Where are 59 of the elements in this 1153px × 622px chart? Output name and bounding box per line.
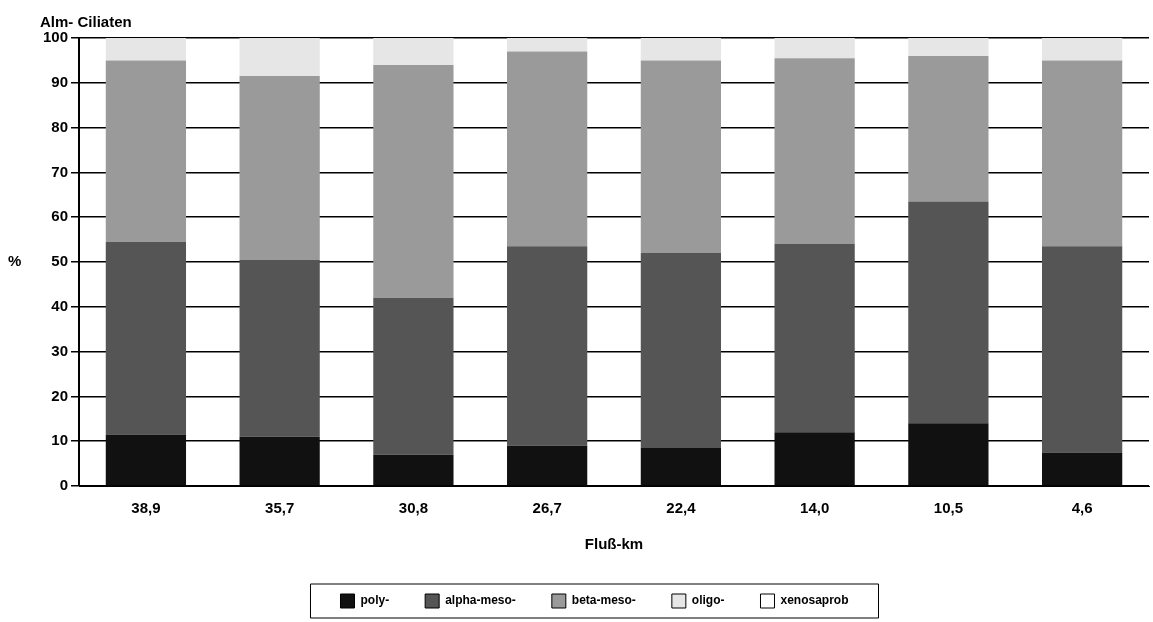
bar xyxy=(1042,246,1123,453)
bar xyxy=(239,259,320,437)
x-tick-label: 30,8 xyxy=(398,499,428,517)
y-tick-label: 60 xyxy=(51,207,69,225)
bar xyxy=(105,38,187,61)
bar xyxy=(105,434,187,486)
x-tick-label: 26,7 xyxy=(532,499,562,517)
x-tick-label: 4,6 xyxy=(1071,499,1093,517)
y-tick-label: 90 xyxy=(51,72,69,90)
y-tick-label: 70 xyxy=(51,162,69,180)
bar xyxy=(640,447,722,486)
chart-title: Alm- Ciliaten xyxy=(40,13,132,31)
bar xyxy=(908,38,989,56)
bar xyxy=(1042,60,1123,247)
bar xyxy=(507,51,588,247)
bar xyxy=(373,38,454,65)
y-tick-label: 40 xyxy=(51,296,69,314)
bar xyxy=(373,297,454,455)
legend-label: oligo- xyxy=(691,593,725,608)
y-tick-label: 0 xyxy=(59,476,69,494)
bar xyxy=(1042,452,1123,486)
bar xyxy=(774,38,855,59)
bar xyxy=(507,246,588,446)
x-tick-label: 38,9 xyxy=(131,499,161,517)
bar xyxy=(774,58,855,245)
bar xyxy=(239,76,320,260)
bar xyxy=(105,60,187,242)
x-tick-label: 35,7 xyxy=(265,499,295,517)
bar xyxy=(239,436,320,486)
bar xyxy=(908,55,989,202)
legend-label: beta-meso- xyxy=(571,593,636,608)
bar xyxy=(640,253,722,448)
bar xyxy=(239,38,320,77)
bar xyxy=(640,60,722,254)
bar xyxy=(507,38,588,52)
legend-label: xenosaprob xyxy=(780,593,849,608)
y-tick-label: 30 xyxy=(51,341,69,359)
x-tick-label: 10,5 xyxy=(933,499,963,517)
bar xyxy=(774,244,855,433)
y-tick-label: 20 xyxy=(51,386,69,404)
bar xyxy=(908,201,989,424)
bar xyxy=(774,432,855,486)
bar xyxy=(373,64,454,298)
bar xyxy=(908,423,989,486)
y-axis-title: % xyxy=(8,252,22,270)
legend-label: alpha-meso- xyxy=(445,593,516,608)
bar xyxy=(640,38,722,61)
bar xyxy=(105,241,187,435)
y-tick-label: 10 xyxy=(51,431,69,449)
y-tick-label: 50 xyxy=(51,252,69,270)
bar xyxy=(507,445,588,486)
legend-label: poly- xyxy=(360,593,390,608)
x-axis-title: Fluß-km xyxy=(584,535,644,553)
y-tick-label: 100 xyxy=(43,28,69,46)
bar xyxy=(373,454,454,486)
x-tick-label: 14,0 xyxy=(800,499,830,517)
x-tick-label: 22,4 xyxy=(666,499,697,517)
bar xyxy=(1042,38,1123,61)
y-tick-label: 80 xyxy=(51,117,69,135)
